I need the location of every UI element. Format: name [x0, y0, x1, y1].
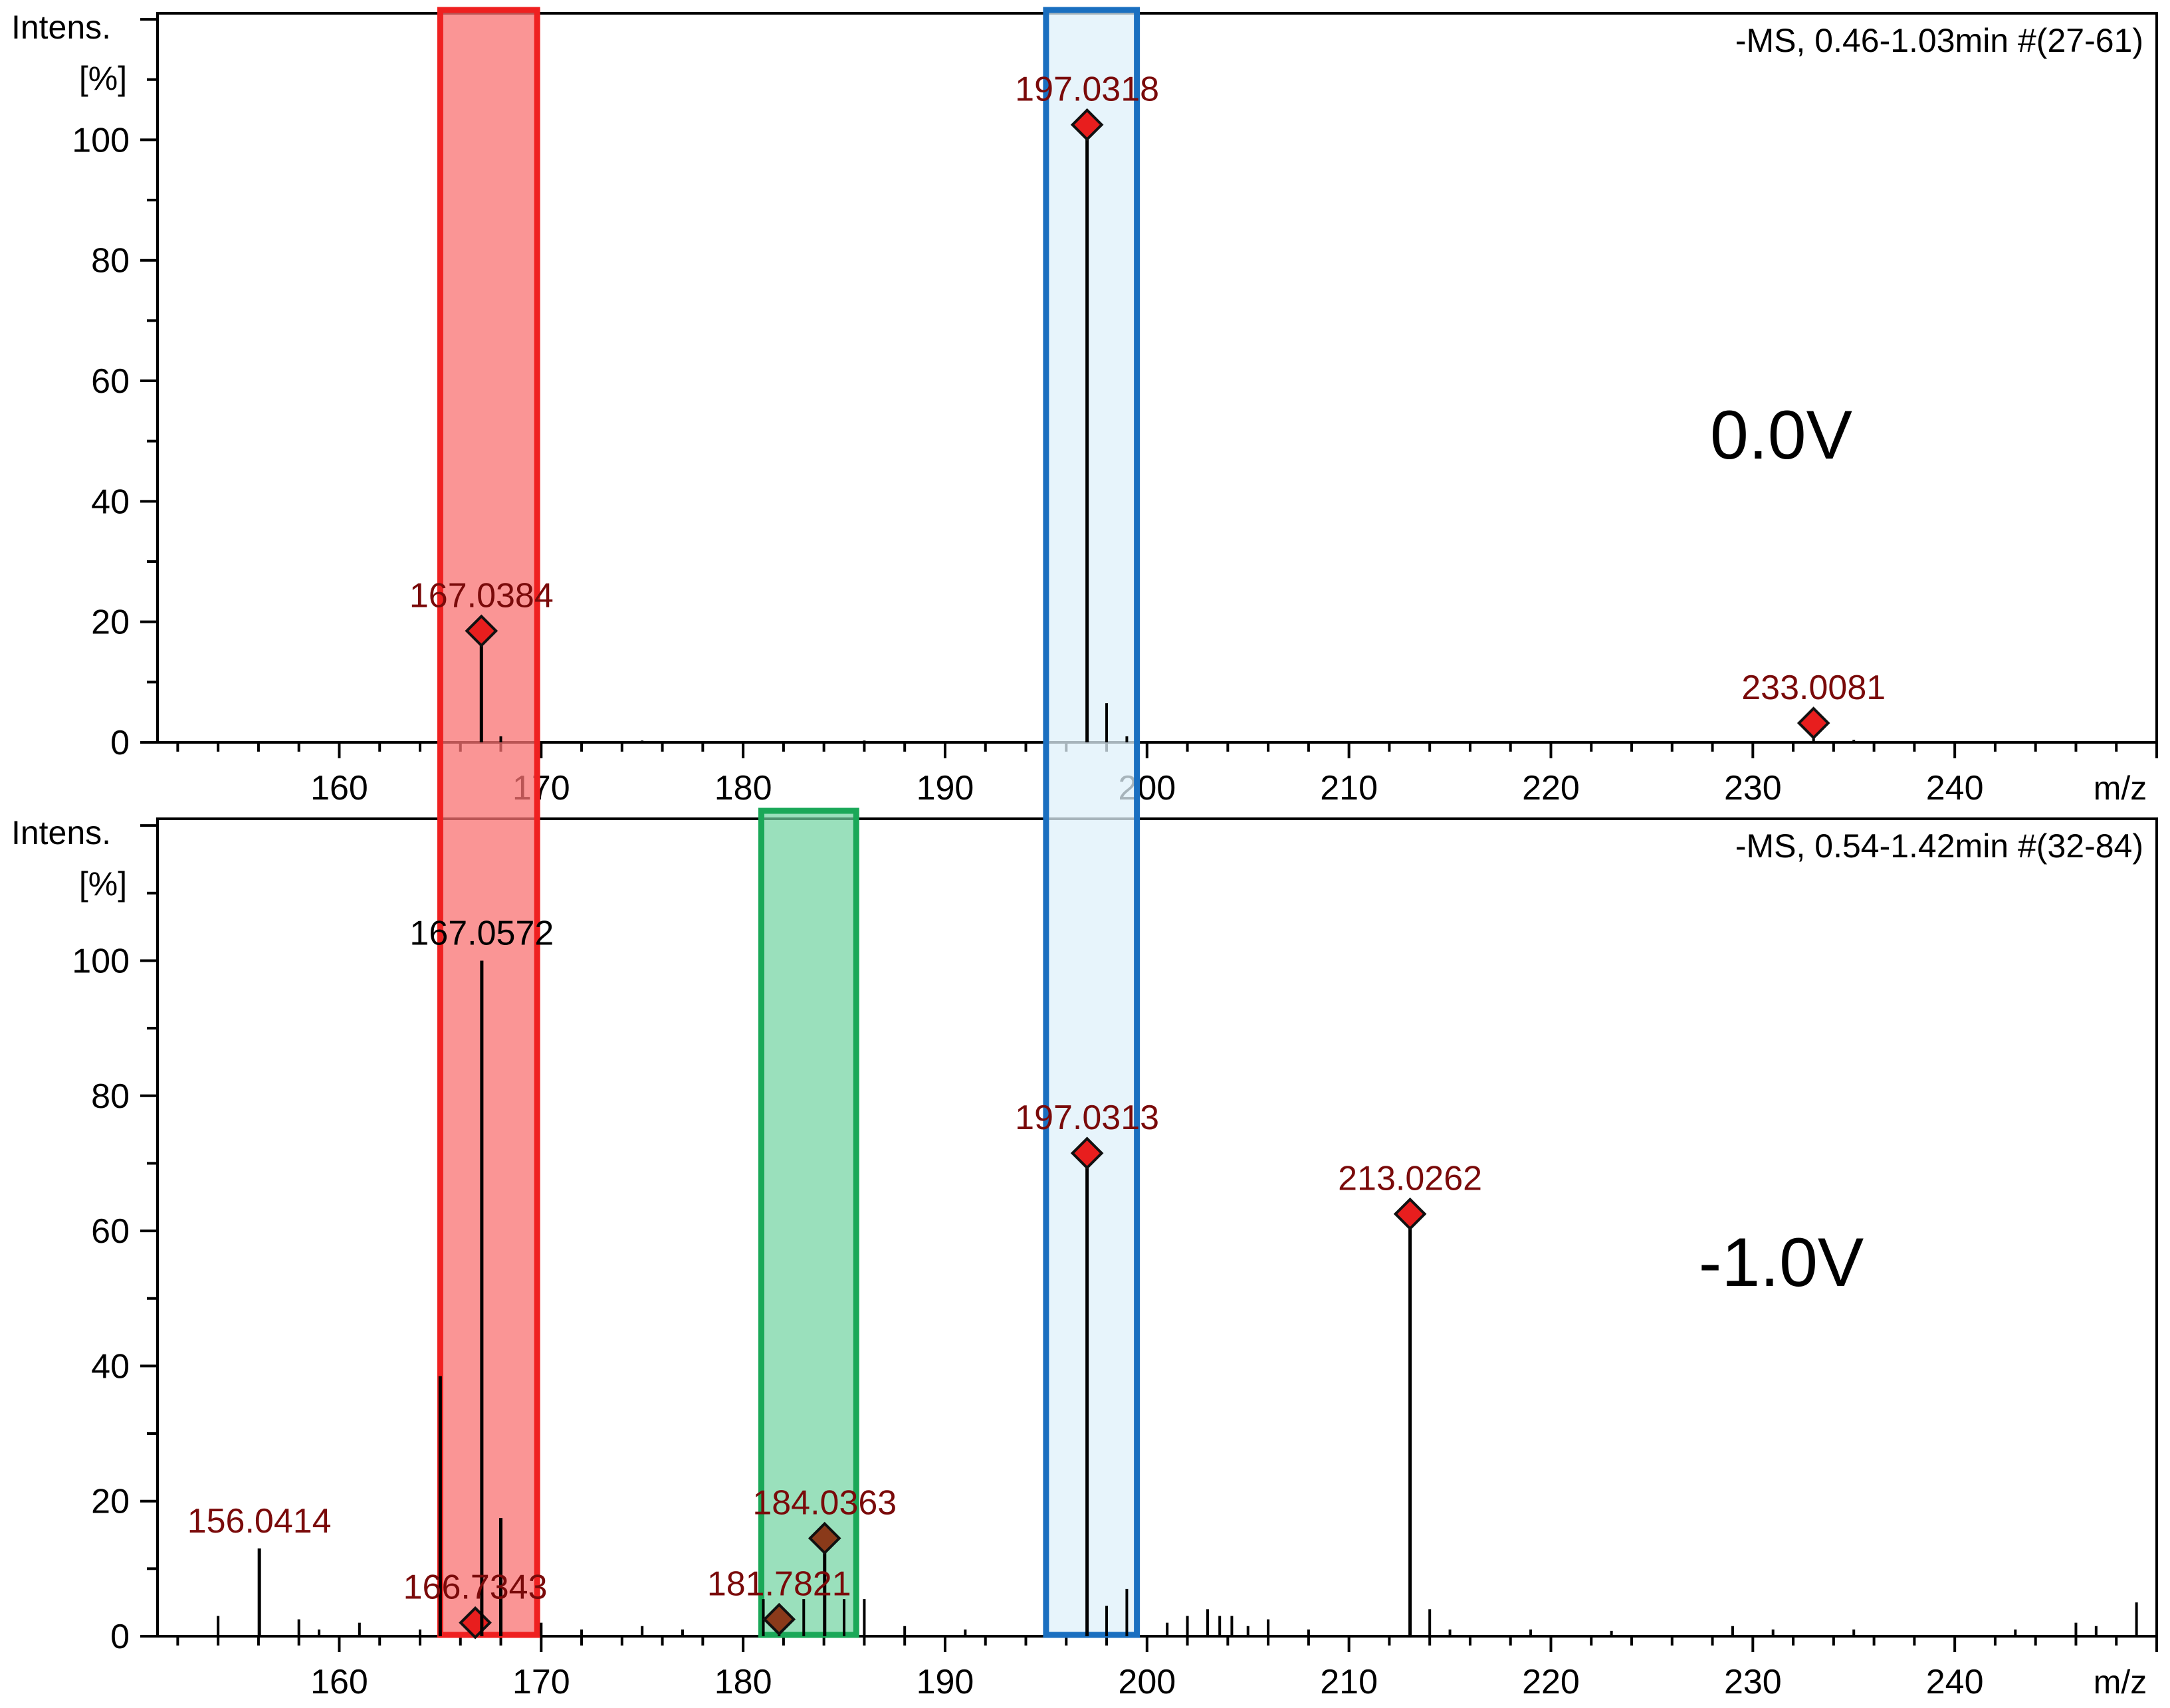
y-tick-label: 60: [91, 1212, 130, 1251]
condition-label: -1.0V: [1699, 1224, 1864, 1301]
x-tick-label: 240: [1926, 1663, 1984, 1701]
y-tick-label: 80: [91, 1077, 130, 1116]
bottom-panel: 0 20 40 60 80 100 160 170 180 190 200 210 220 230 240 I…: [11, 814, 2158, 1701]
peak-label: 167.0572: [409, 914, 554, 952]
highlight-band-blue: [1043, 7, 1140, 1638]
highlight-band-green: [758, 807, 859, 1638]
x-tick-label: 180: [714, 769, 772, 807]
peak-label: 184.0363: [752, 1484, 897, 1523]
plot-frame: [156, 12, 2158, 744]
peak-label: 181.7821: [707, 1565, 851, 1604]
y-tick-label: 0: [110, 1618, 130, 1656]
x-tick-label: 210: [1320, 1663, 1378, 1701]
y-axis-title: Intens.: [11, 814, 111, 851]
x-tick-label: 220: [1522, 1663, 1580, 1701]
peak-label: 167.0384: [409, 576, 554, 615]
x-tick-label: 190: [917, 769, 974, 807]
condition-label: 0.0V: [1710, 397, 1852, 474]
y-axis-unit: [%]: [79, 865, 127, 903]
y-tick-label: 100: [72, 942, 130, 980]
peak-label: 197.0318: [1015, 70, 1159, 109]
x-tick-label: 170: [512, 1663, 570, 1701]
x-axis-title: m/z: [2094, 1663, 2147, 1701]
peak-label: 156.0414: [187, 1502, 332, 1541]
labels-layer: 167.0384 197.0318 233.0081 156.0414 166.7343…: [187, 70, 1886, 1607]
spectrum-title: -MS, 0.46-1.03min #(27-61): [1735, 22, 2143, 59]
y-tick-label: 40: [91, 1347, 130, 1386]
x-tick-label: 200: [1118, 1663, 1176, 1701]
peak-marker: [1796, 706, 1830, 740]
peak-label: 233.0081: [1741, 669, 1886, 707]
peak-marker: [1070, 108, 1104, 142]
peak-marker: [1393, 1197, 1427, 1231]
x-tick-label: 210: [1320, 769, 1378, 807]
highlight-bands: [437, 7, 1140, 1638]
peak-marker: [1070, 1136, 1104, 1170]
y-tick-label: 100: [72, 121, 130, 160]
x-tick-label: 230: [1724, 1663, 1782, 1701]
x-tick-label: 240: [1926, 769, 1984, 807]
x-tick-label: 160: [310, 1663, 368, 1701]
y-tick-label: 20: [91, 1483, 130, 1521]
y-tick-label: 20: [91, 603, 130, 642]
peak-label: 213.0262: [1338, 1160, 1482, 1198]
highlight-band-red: [437, 7, 540, 1638]
y-axis-title: Intens.: [11, 9, 111, 46]
x-tick-label: 180: [714, 1663, 772, 1701]
x-tick-label: 220: [1522, 769, 1580, 807]
peak-label: 166.7343: [403, 1568, 548, 1607]
peak-marker: [808, 1521, 841, 1555]
peak-marker: [762, 1602, 796, 1636]
y-tick-label: 80: [91, 242, 130, 280]
y-tick-label: 60: [91, 362, 130, 401]
x-tick-label: 160: [310, 769, 368, 807]
y-tick-label: 0: [110, 724, 130, 762]
plot-frame: [156, 817, 2158, 1638]
peak-label: 197.0313: [1015, 1099, 1159, 1137]
y-axis-unit: [%]: [79, 60, 127, 97]
peak-marker: [465, 614, 498, 648]
spectrum-title: -MS, 0.54-1.42min #(32-84): [1735, 827, 2143, 865]
y-tick-label: 40: [91, 482, 130, 521]
x-axis-title: m/z: [2094, 770, 2147, 807]
peaks-layer: [217, 108, 2138, 1640]
x-tick-label: 230: [1724, 769, 1782, 807]
x-tick-label: 190: [917, 1663, 974, 1701]
